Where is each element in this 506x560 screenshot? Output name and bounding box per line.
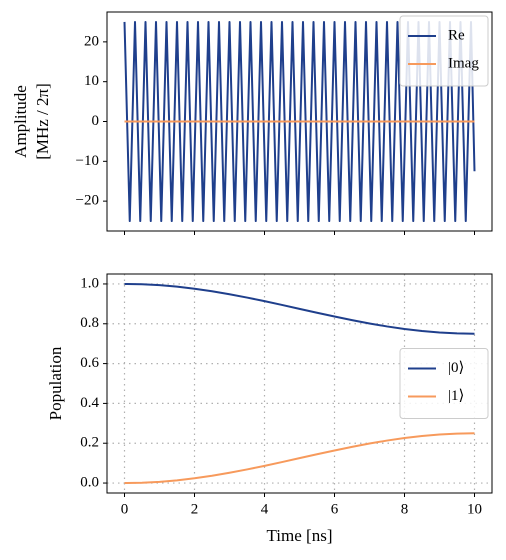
y-axis-label: [MHz / 2π]: [33, 83, 52, 160]
y-tick-label: 0: [92, 113, 100, 129]
legend-label: Re: [448, 27, 465, 43]
y-tick-label: 0.8: [80, 315, 99, 331]
y-tick-label: 0.6: [80, 355, 99, 371]
series-line: [124, 432, 475, 485]
x-axis-label: Time [ns]: [267, 526, 333, 545]
x-tick-label: 4: [261, 501, 269, 517]
legend-label: |0⟩: [448, 360, 464, 376]
legend-box: [399, 348, 489, 419]
y-axis-label: Population: [46, 346, 65, 420]
series-line: [124, 282, 475, 335]
y-tick-label: −10: [76, 153, 99, 169]
y-tick-label: −20: [76, 193, 99, 209]
y-tick-label: 0.4: [80, 395, 99, 411]
y-tick-label: 0.0: [80, 474, 99, 490]
x-tick-label: 2: [191, 501, 199, 517]
x-tick-label: 8: [401, 501, 409, 517]
legend-label: |1⟩: [448, 388, 464, 404]
legend-label: Imag: [448, 55, 479, 71]
y-tick-label: 10: [84, 73, 99, 89]
legend-box: [399, 15, 489, 87]
y-axis-label: Amplitude: [11, 85, 30, 158]
x-tick-label: 6: [331, 501, 339, 517]
y-tick-label: 0.2: [80, 435, 99, 451]
axes-frame: [106, 273, 493, 494]
y-tick-label: 20: [84, 33, 99, 49]
y-tick-label: 1.0: [80, 275, 99, 291]
x-tick-label: 0: [121, 501, 129, 517]
x-tick-label: 10: [467, 501, 482, 517]
